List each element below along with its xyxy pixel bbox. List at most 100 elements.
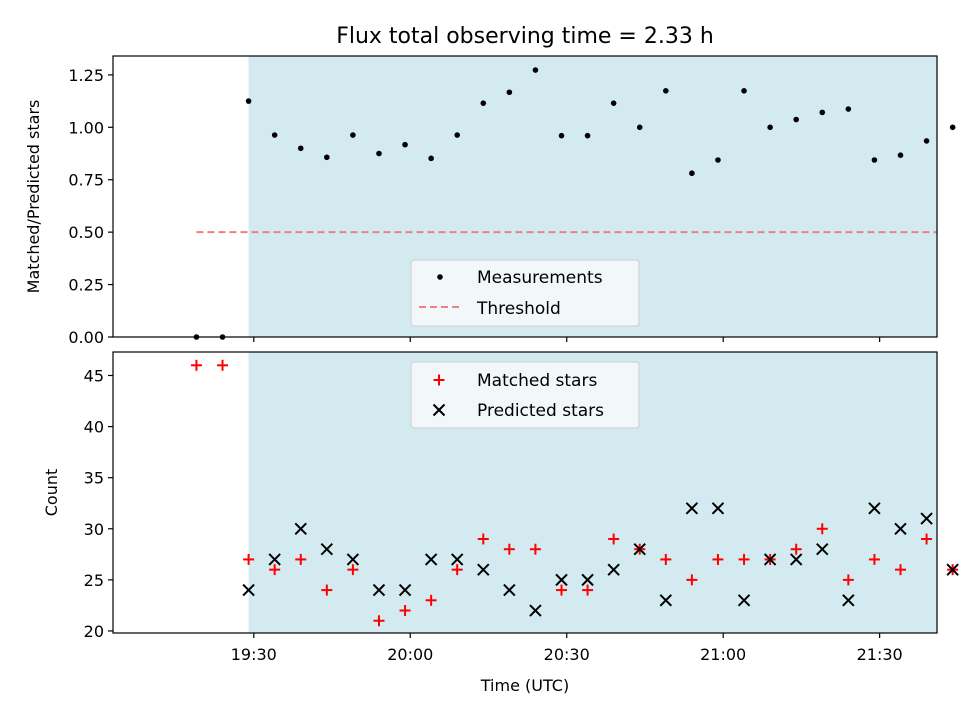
matched-star-point xyxy=(556,584,568,596)
top-y-ticks: 0.00 0.25 0.50 0.75 1.00 1.25 xyxy=(68,66,113,347)
measurement-point xyxy=(558,132,565,139)
top-x-ticks xyxy=(253,337,881,342)
predicted-star-point xyxy=(607,563,620,576)
matched-star-point xyxy=(712,553,724,565)
predicted-star-point xyxy=(477,563,490,576)
predicted-star-point xyxy=(633,543,646,556)
matched-star-point xyxy=(451,564,463,576)
top-axes-frame xyxy=(112,55,938,338)
top-legend: Measurements Threshold xyxy=(410,259,640,327)
top-y-tick-label: 1.25 xyxy=(68,66,104,85)
bottom-x-ticks: 19:30 20:00 20:30 21:00 21:30 xyxy=(231,633,903,664)
measurement-point xyxy=(271,132,278,138)
bottom-y-ticks: 20 25 30 35 40 45 xyxy=(84,367,113,641)
bottom-y-tick-label: 45 xyxy=(84,367,104,386)
bottom-y-axis-label: Count xyxy=(42,469,61,517)
matched-star-point xyxy=(399,605,411,617)
top-legend-box xyxy=(410,259,640,327)
bottom-y-tick-label: 35 xyxy=(84,469,104,488)
predicted-star-point xyxy=(946,563,959,576)
predicted-star-point xyxy=(894,522,907,535)
measurement-point xyxy=(871,157,878,163)
matched-star-point xyxy=(373,615,385,627)
predicted-star-point xyxy=(555,573,568,587)
matched-star-point xyxy=(608,533,620,545)
measurement-point xyxy=(793,116,799,123)
matched-star-point xyxy=(243,553,255,565)
measurement-points xyxy=(193,67,956,340)
measurement-point xyxy=(454,132,461,138)
legend-x xyxy=(432,403,446,417)
matched-star-point xyxy=(347,564,359,576)
matched-star-point xyxy=(425,594,437,606)
legend-label-measurements: Measurements xyxy=(477,268,603,288)
predicted-star-point xyxy=(659,594,673,607)
measurement-point xyxy=(610,100,617,106)
matched-star-point xyxy=(269,564,281,576)
matched-star-point xyxy=(816,523,828,535)
predicted-star-point xyxy=(581,573,594,587)
measurement-point xyxy=(428,155,434,162)
predicted-star-point xyxy=(503,583,516,597)
measurement-point xyxy=(715,157,721,163)
matched-star-point xyxy=(503,543,515,555)
predicted-star-point xyxy=(685,502,699,515)
measurement-point xyxy=(897,152,904,158)
legend-dot xyxy=(437,274,443,280)
measurement-point xyxy=(402,141,408,148)
measurement-point xyxy=(949,124,956,131)
top-panel: 0.00 0.25 0.50 0.75 1.00 1.25 Matched/Predict… xyxy=(24,55,956,347)
predicted-star-point xyxy=(346,553,360,566)
matched-star-point xyxy=(217,359,229,371)
legend-marker-matched-stars xyxy=(433,374,445,386)
matched-star-point xyxy=(477,533,489,545)
bottom-panel: 20 25 30 35 40 45 19:30 20:00 20:30 21:00 21:30 C… xyxy=(42,351,959,695)
legend-marker-measurements xyxy=(437,274,443,280)
predicted-star-point xyxy=(842,594,855,607)
measurement-point xyxy=(584,132,591,139)
measurement-point xyxy=(324,154,330,161)
legend-label-predicted-stars: Predicted stars xyxy=(477,401,604,421)
count-points xyxy=(190,359,959,627)
measurement-point xyxy=(923,138,930,144)
predicted-star-point xyxy=(242,583,255,597)
matched-star-point xyxy=(190,359,202,371)
predicted-star-point xyxy=(424,553,438,566)
bottom-y-tick-label: 25 xyxy=(84,571,104,590)
predicted-star-point xyxy=(868,502,881,515)
x-tick-label: 19:30 xyxy=(231,645,277,664)
matched-star-point xyxy=(660,553,672,565)
top-y-tick-label: 0.75 xyxy=(68,171,104,190)
predicted-star-point xyxy=(920,512,933,525)
predicted-star-point xyxy=(763,553,777,566)
measurement-point xyxy=(845,106,852,112)
matched-star-point xyxy=(790,543,802,555)
bottom-legend-box xyxy=(410,361,640,429)
bottom-y-tick-label: 30 xyxy=(84,520,104,539)
measurement-point xyxy=(636,124,643,131)
x-tick-label: 21:00 xyxy=(700,645,746,664)
matched-star-point xyxy=(842,574,854,586)
measurement-point xyxy=(376,150,382,157)
legend-label-matched-stars: Matched stars xyxy=(477,371,597,391)
matched-star-point xyxy=(686,574,698,586)
measurement-point xyxy=(297,145,304,152)
matched-star-point xyxy=(295,553,307,565)
x-axis-label: Time (UTC) xyxy=(480,676,569,695)
matched-star-point xyxy=(921,533,933,545)
legend-plus xyxy=(433,374,445,386)
matched-star-point xyxy=(582,584,594,596)
matched-star-point xyxy=(738,553,750,565)
predicted-star-point xyxy=(816,543,829,556)
predicted-star-point xyxy=(450,553,464,566)
legend-label-threshold: Threshold xyxy=(476,299,561,319)
predicted-star-point xyxy=(294,522,307,535)
chart-title: Flux total observing time = 2.33 h xyxy=(336,24,714,49)
predicted-star-point xyxy=(737,594,751,607)
bottom-y-tick-label: 20 xyxy=(84,622,104,641)
matched-star-point xyxy=(894,564,906,576)
bottom-axes-frame xyxy=(112,351,938,634)
predicted-star-point xyxy=(789,553,803,566)
matched-star-point xyxy=(529,543,541,555)
